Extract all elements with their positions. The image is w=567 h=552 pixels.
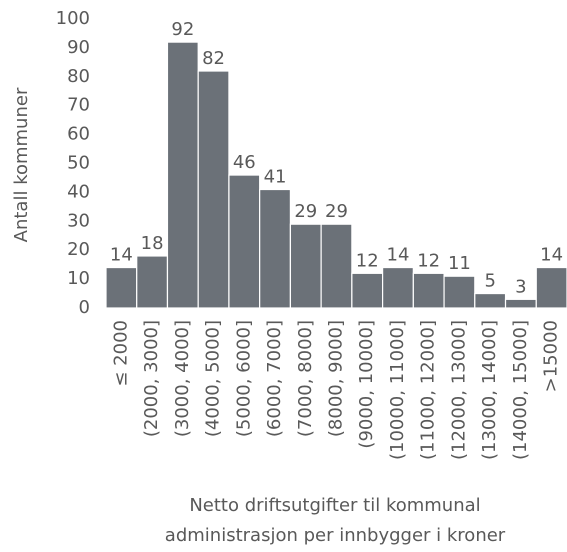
y-tick-label: 60 [67, 124, 90, 145]
x-axis-label: administrasjon per innbygger i kroner [165, 525, 506, 546]
value-label: 29 [294, 201, 317, 222]
y-tick-label: 70 [67, 95, 90, 116]
value-label: 3 [515, 276, 526, 297]
x-tick-label: (2000, 3000] [141, 320, 162, 437]
y-tick-label: 90 [67, 37, 90, 58]
x-axis-label: Netto driftsutgifter til kommunal [189, 495, 480, 516]
value-label: 5 [484, 271, 495, 292]
value-label: 12 [356, 250, 379, 271]
x-tick-label: (10000, 11000] [387, 320, 408, 460]
bar [382, 266, 414, 309]
x-tick-label: (8000, 9000] [326, 320, 347, 437]
x-tick-label: (14000, 15000] [510, 320, 531, 460]
bar [504, 298, 537, 309]
bar [412, 272, 445, 309]
value-label: 14 [387, 245, 410, 266]
bar [105, 266, 138, 309]
y-tick-label: 20 [67, 239, 90, 260]
bar [228, 174, 261, 309]
x-tick-label: (6000, 7000] [264, 320, 285, 437]
bar [289, 223, 322, 309]
value-label: 82 [202, 48, 225, 69]
bar [320, 223, 353, 309]
value-label: 29 [325, 201, 348, 222]
value-label: 41 [264, 167, 287, 188]
value-label: 12 [417, 250, 440, 271]
bar [535, 266, 567, 309]
y-tick-label: 100 [56, 8, 90, 29]
value-label: 11 [448, 253, 471, 274]
y-axis-label: Antall kommuner [11, 87, 32, 242]
bar [136, 255, 169, 309]
bar [443, 275, 476, 309]
value-label: 46 [233, 152, 256, 173]
bar [474, 292, 507, 309]
value-label: 18 [141, 233, 164, 254]
y-tick-label: 40 [67, 181, 90, 202]
value-label: 92 [171, 19, 194, 40]
bar [259, 188, 291, 309]
x-tick-label: (13000, 14000] [479, 320, 500, 460]
y-tick-label: 30 [67, 210, 90, 231]
x-tick-label: ≤ 2000 [110, 320, 131, 387]
x-tick-label: (11000, 12000] [418, 320, 439, 460]
x-tick-label: (9000, 10000] [356, 320, 377, 449]
x-tick-label: (3000, 4000] [172, 320, 193, 437]
value-label: 14 [110, 245, 133, 266]
y-tick-label: 0 [79, 297, 90, 318]
y-tick-label: 10 [67, 268, 90, 289]
y-tick-label: 80 [67, 66, 90, 87]
bar [166, 41, 199, 309]
x-tick-label: (12000, 13000] [448, 320, 469, 460]
x-tick-label: >15000 [541, 320, 562, 392]
value-label: 14 [540, 245, 563, 266]
bar [197, 70, 230, 309]
x-tick-label: (5000, 6000] [233, 320, 254, 437]
bar [351, 272, 384, 309]
x-tick-label: (7000, 8000] [295, 320, 316, 437]
y-tick-label: 50 [67, 153, 90, 174]
x-tick-label: (4000, 5000] [203, 320, 224, 437]
